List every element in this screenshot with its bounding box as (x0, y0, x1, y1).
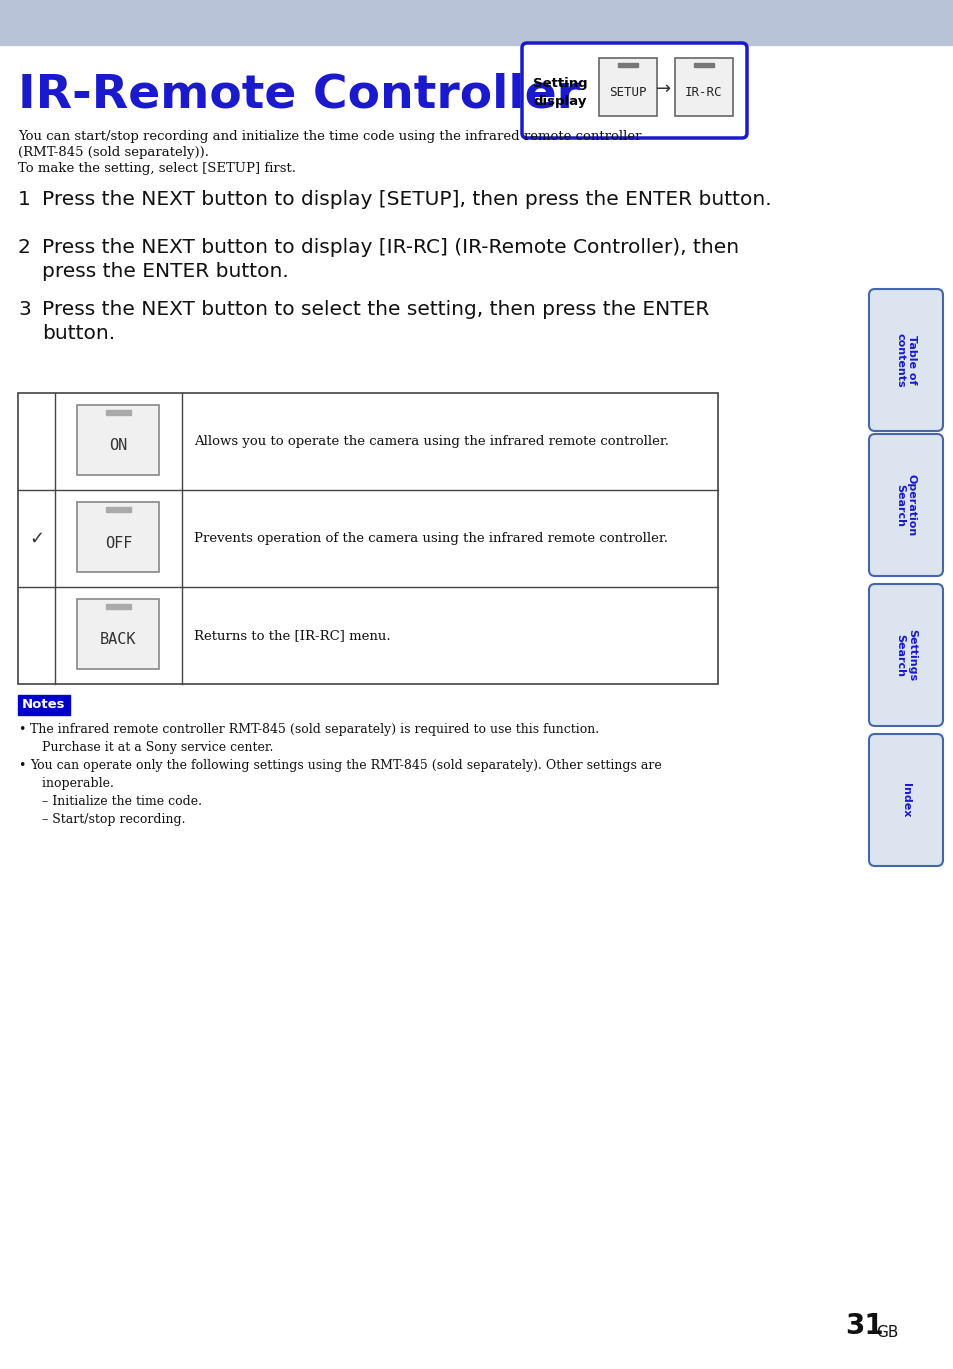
Bar (693, 63, 713, 67)
Text: To make the setting, select [SETUP] first.: To make the setting, select [SETUP] firs… (18, 162, 295, 175)
Text: SETUP: SETUP (609, 85, 646, 99)
Text: 3: 3 (18, 300, 30, 319)
Bar (77, 600, 159, 669)
Bar (675, 57, 732, 116)
Text: ON: ON (110, 438, 128, 453)
Text: IR-RC: IR-RC (684, 85, 722, 99)
Text: •: • (18, 758, 26, 772)
Text: Operation
Search: Operation Search (894, 474, 916, 537)
Text: ✓: ✓ (29, 530, 44, 548)
Text: Table of
contents: Table of contents (894, 333, 916, 387)
Bar (618, 63, 638, 67)
Text: Setting
display: Setting display (533, 78, 587, 108)
Text: 31: 31 (844, 1312, 882, 1340)
Bar (107, 507, 132, 512)
Text: Press the NEXT button to display [SETUP], then press the ENTER button.: Press the NEXT button to display [SETUP]… (42, 190, 771, 209)
Bar (107, 409, 132, 415)
FancyBboxPatch shape (868, 434, 942, 576)
Text: OFF: OFF (105, 535, 132, 550)
Text: The infrared remote controller RMT-845 (sold separately) is required to use this: The infrared remote controller RMT-845 (… (30, 723, 598, 754)
FancyBboxPatch shape (868, 585, 942, 726)
Bar (598, 57, 657, 116)
Text: IR-Remote Controller: IR-Remote Controller (18, 73, 579, 118)
Text: 1: 1 (18, 190, 30, 209)
Text: Notes: Notes (22, 698, 66, 712)
Bar (18, 393, 718, 684)
Text: Press the NEXT button to display [IR-RC] (IR-Remote Controller), then
press the : Press the NEXT button to display [IR-RC]… (42, 238, 739, 281)
Text: •: • (18, 723, 26, 737)
Text: Returns to the [IR-RC] menu.: Returns to the [IR-RC] menu. (193, 628, 390, 642)
Text: Index: Index (900, 783, 910, 817)
Bar (77, 502, 159, 572)
Text: Allows you to operate the camera using the infrared remote controller.: Allows you to operate the camera using t… (193, 435, 668, 448)
Text: BACK: BACK (100, 632, 136, 648)
Text: You can operate only the following settings using the RMT-845 (sold separately).: You can operate only the following setti… (30, 758, 661, 826)
Text: →: → (656, 79, 671, 99)
Text: Press the NEXT button to select the setting, then press the ENTER
button.: Press the NEXT button to select the sett… (42, 300, 709, 344)
Bar (77, 405, 159, 475)
Text: 2: 2 (18, 238, 30, 257)
Text: GB: GB (875, 1325, 898, 1340)
FancyBboxPatch shape (521, 42, 746, 138)
Bar (0, 0, 953, 45)
FancyBboxPatch shape (868, 734, 942, 867)
Bar (18, 695, 70, 715)
Bar (107, 604, 132, 609)
Text: Settings
Search: Settings Search (894, 628, 916, 680)
Text: (RMT-845 (sold separately)).: (RMT-845 (sold separately)). (18, 146, 209, 159)
Text: You can start/stop recording and initialize the time code using the infrared rem: You can start/stop recording and initial… (18, 130, 640, 142)
Text: Prevents operation of the camera using the infrared remote controller.: Prevents operation of the camera using t… (193, 533, 667, 545)
FancyBboxPatch shape (868, 289, 942, 431)
